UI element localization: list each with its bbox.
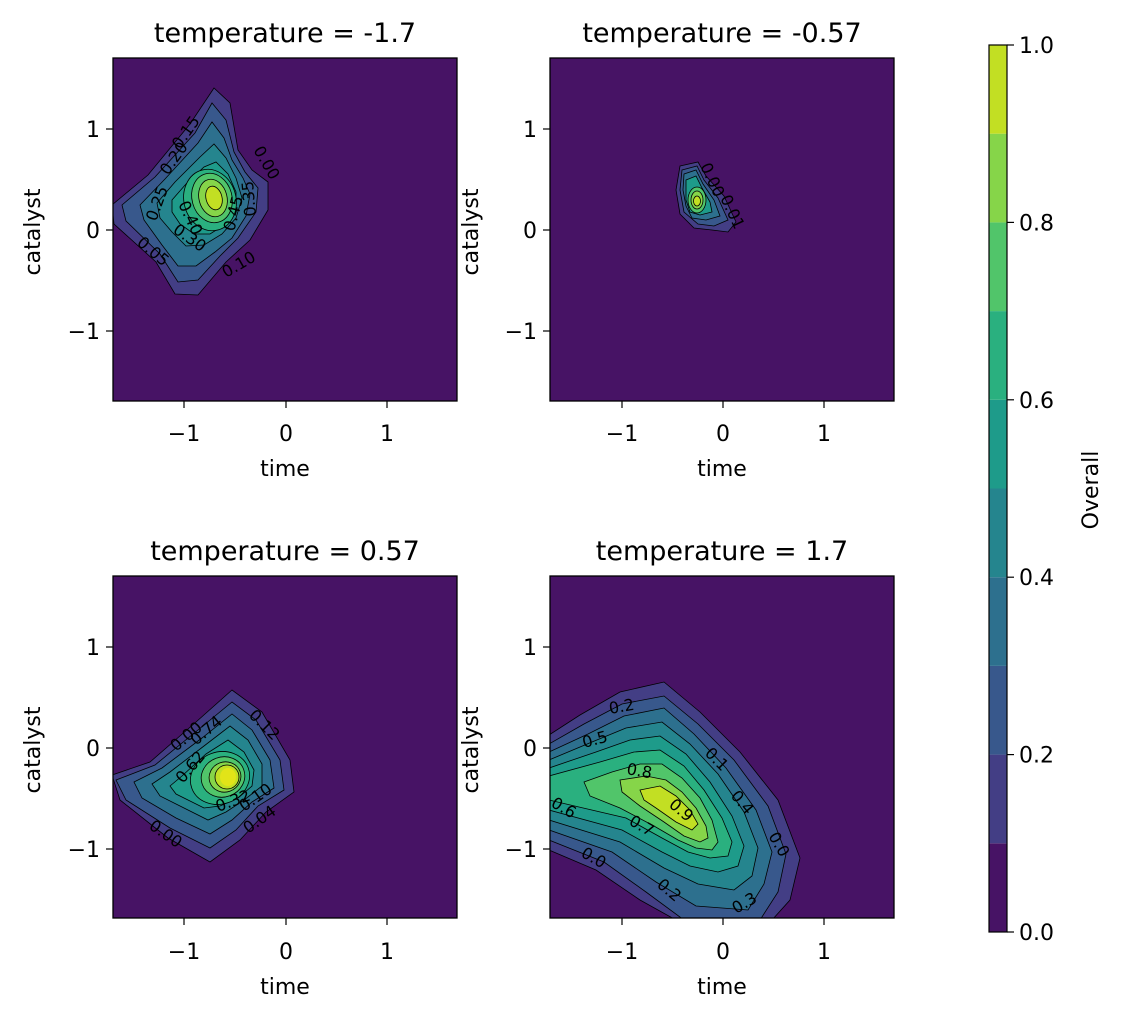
- panel-1-yticks: 1 0 −1: [68, 118, 113, 345]
- x-tick-label: 0: [279, 422, 293, 447]
- colorbar-band: [989, 222, 1007, 312]
- panel-4-xticks: −1 0 1: [606, 918, 831, 965]
- panel-1-xlabel: time: [260, 457, 310, 482]
- panel-4-xlabel: time: [697, 975, 747, 1000]
- x-tick-label: −1: [606, 940, 638, 965]
- x-tick-label: 0: [279, 940, 293, 965]
- contour-band-0.9: [205, 185, 223, 211]
- contour-band-1.0: [220, 768, 236, 786]
- x-tick-label: 0: [716, 422, 730, 447]
- colorbar-tick-label: 0.6: [1019, 389, 1054, 414]
- panel-1-xticks: −1 0 1: [168, 401, 394, 447]
- panel-3-xticks: −1 0 1: [168, 918, 394, 965]
- colorbar-band: [989, 399, 1007, 489]
- y-tick-label: 1: [523, 118, 537, 143]
- panel-4-yticks: 1 0 −1: [505, 636, 550, 863]
- colorbar-band: [989, 133, 1007, 223]
- contour-label: 0.8: [625, 759, 653, 782]
- x-tick-label: 0: [716, 940, 730, 965]
- colorbar-band: [989, 754, 1007, 844]
- colorbar-bands: [989, 45, 1007, 932]
- y-tick-label: 1: [523, 636, 537, 661]
- colorbar-band: [989, 488, 1007, 578]
- panel-4-title: temperature = 1.7: [596, 536, 848, 567]
- panel-1-ylabel: catalyst: [21, 188, 46, 275]
- colorbar-tick-label: 0.0: [1019, 921, 1054, 946]
- panel-4-ylabel: catalyst: [459, 706, 484, 793]
- y-tick-label: 1: [86, 118, 100, 143]
- x-tick-label: −1: [168, 940, 200, 965]
- colorbar-tick-label: 0.8: [1019, 211, 1054, 236]
- panel-3: temperature = 0.57 0.00 0.74 0.62 0.32 0…: [21, 536, 458, 1000]
- panel-4: temperature = 1.7 0.2 0.5 0.8 0.9 0.7 0.…: [459, 536, 895, 1000]
- colorbar-label: Overall: [1079, 451, 1104, 530]
- x-tick-label: 1: [817, 422, 831, 447]
- panel-2-title: temperature = -0.57: [582, 18, 861, 49]
- colorbar-frame: [988, 44, 1008, 933]
- colorbar-ticks: 0.0 0.2 0.4 0.6 0.8 1.0: [1007, 34, 1054, 946]
- panel-1-title: temperature = -1.7: [154, 18, 416, 49]
- contour-label: 0.2: [607, 695, 635, 718]
- colorbar-band: [989, 45, 1007, 134]
- colorbar-band: [989, 311, 1007, 400]
- contour-band-0.9: [639, 785, 699, 831]
- colorbar-band: [989, 665, 1007, 755]
- panel-3-title: temperature = 0.57: [150, 536, 420, 567]
- y-tick-label: −1: [68, 838, 100, 863]
- x-tick-label: 1: [817, 940, 831, 965]
- panel-2-yticks: 1 0 −1: [505, 118, 550, 345]
- y-tick-label: 0: [523, 219, 537, 244]
- colorbar-tick-label: 0.2: [1019, 744, 1054, 769]
- y-tick-label: 0: [86, 219, 100, 244]
- panel-3-yticks: 1 0 −1: [68, 636, 113, 863]
- y-tick-label: 1: [86, 636, 100, 661]
- colorbar-band: [989, 577, 1007, 666]
- panel-4-frame: [549, 575, 895, 919]
- panel-1: temperature = -1.7 0.15 0.20 0.25 0.40 0…: [21, 18, 458, 482]
- panel-2-contours: [675, 161, 737, 233]
- x-tick-label: −1: [168, 422, 200, 447]
- panel-2-ylabel: catalyst: [459, 188, 484, 275]
- panel-2-xticks: −1 0 1: [606, 401, 831, 447]
- panel-2: temperature = -0.57 0.00 0.01 −1 0 1: [459, 18, 895, 482]
- colorbar-tick-label: 1.0: [1019, 34, 1054, 59]
- y-tick-label: 0: [523, 737, 537, 762]
- y-tick-label: 0: [86, 737, 100, 762]
- panel-3-xlabel: time: [260, 975, 310, 1000]
- x-tick-label: 1: [380, 422, 394, 447]
- panel-3-background: [113, 576, 457, 918]
- y-tick-label: −1: [505, 320, 537, 345]
- colorbar-band: [989, 843, 1007, 932]
- panel-3-frame: [112, 575, 458, 919]
- y-tick-label: −1: [68, 320, 100, 345]
- panel-2-xlabel: time: [697, 457, 747, 482]
- x-tick-label: 1: [380, 940, 394, 965]
- panel-3-contours: [113, 689, 295, 863]
- colorbar-tick-label: 0.4: [1019, 566, 1054, 591]
- y-tick-label: −1: [505, 838, 537, 863]
- contour-band-0.9: [693, 195, 701, 207]
- x-tick-label: −1: [606, 422, 638, 447]
- colorbar: 0.0 0.2 0.4 0.6 0.8 1.0 Overall: [988, 34, 1104, 946]
- panel-1-contours: [113, 87, 269, 296]
- panel-4-contours: [550, 681, 801, 918]
- panel-3-ylabel: catalyst: [21, 706, 46, 793]
- contour-label: 0.35: [238, 180, 260, 217]
